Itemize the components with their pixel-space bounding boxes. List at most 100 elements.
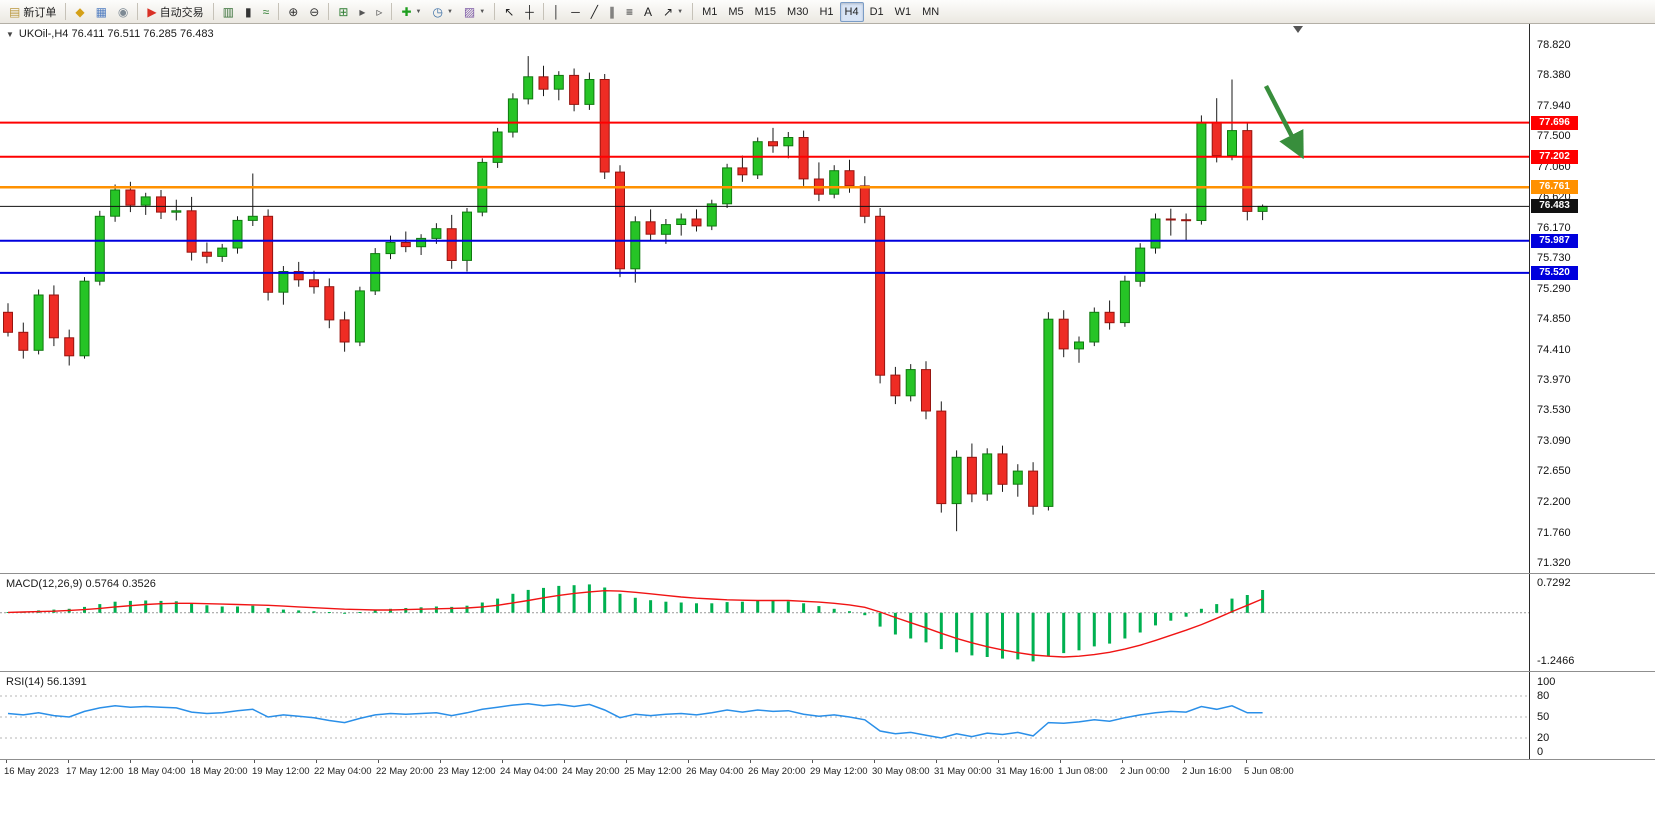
rsi-panel: RSI(14) 56.1391 100 80 50 20 0 (0, 671, 1655, 759)
chart-window-icon: ◆ (75, 4, 85, 19)
timeframe-m15-button[interactable]: M15 (750, 2, 781, 22)
price-scale-label: 71.760 (1537, 527, 1571, 539)
price-tag-76-761: 76.761 (1531, 180, 1578, 194)
cursor-icon: ↖ (504, 4, 515, 19)
dropdown-arrow-icon: ▼ (677, 8, 684, 15)
timeframe-m5-button[interactable]: M5 (723, 2, 748, 22)
time-tick (936, 760, 937, 763)
time-tick (440, 760, 441, 763)
price-tag-77-202: 77.202 (1531, 150, 1578, 164)
profiles-button[interactable]: ▦ (91, 2, 112, 22)
fibonacci-icon: ≡ (626, 4, 634, 19)
candlestick-icon: ▮ (244, 4, 252, 19)
bar-chart-button[interactable]: ▥ (218, 2, 239, 22)
data-window-icon: ◉ (117, 4, 129, 19)
new-order-button-label: 新订单 (23, 6, 57, 19)
indicators-button[interactable]: ✚ ▼ (396, 2, 426, 22)
time-axis[interactable]: 16 May 2023 17 May 12:00 18 May 04:00 18 Ma… (0, 759, 1655, 783)
trendline-button[interactable]: ╱ (586, 2, 603, 22)
toolbar-separator (212, 3, 214, 20)
trend-arrow-annotation[interactable] (1263, 84, 1304, 160)
new-order-button[interactable]: ▤ 新订单 (4, 2, 61, 22)
price-scale-label: 77.060 (1537, 161, 1571, 173)
macd-plot[interactable]: MACD(12,26,9) 0.5764 0.3526 (0, 574, 1529, 671)
price-scale-label: 74.850 (1537, 313, 1571, 325)
rsi-line (7, 702, 1263, 739)
periods-button[interactable]: ◷ ▼ (427, 2, 457, 22)
time-tick (688, 760, 689, 763)
data-window-button[interactable]: ◉ (113, 2, 133, 22)
candlestick-chart-button[interactable]: ▮ (240, 2, 257, 22)
time-tick (130, 760, 131, 763)
time-axis-label: 31 May 16:00 (996, 766, 1054, 777)
timeframe-m5-button-label: M5 (728, 5, 744, 18)
arrows-button[interactable]: ↗ ▼ (658, 2, 688, 22)
toolbar-separator (278, 3, 280, 20)
time-tick (502, 760, 503, 763)
text-button[interactable]: A (639, 2, 657, 22)
trendline-icon: ╱ (590, 4, 599, 19)
zoom-out-button[interactable]: ⊖ (304, 2, 324, 22)
time-axis-label: 30 May 08:00 (872, 766, 930, 777)
arrow-objects-icon: ↗ (663, 4, 674, 19)
dropdown-arrow-icon: ▼ (479, 8, 486, 15)
autotrading-button[interactable]: ▶ 自动交易 (142, 2, 208, 22)
cursor-button[interactable]: ↖ (499, 2, 519, 22)
channel-button[interactable]: ∥ (604, 2, 620, 22)
time-tick (564, 760, 565, 763)
zoom-in-button[interactable]: ⊕ (283, 2, 303, 22)
main-chart-plot[interactable]: ▼ UKOil-,H4 76.411 76.511 76.285 76.483 (0, 24, 1529, 573)
toolbar-separator (391, 3, 393, 20)
timeframe-d1-button[interactable]: D1 (865, 2, 889, 22)
toolbar-separator (328, 3, 330, 20)
crosshair-button[interactable]: ┼ (520, 2, 539, 22)
timeframe-w1-button[interactable]: W1 (890, 2, 917, 22)
macd-histogram-layer (6, 584, 1265, 662)
price-scale[interactable]: 78.820 78.380 77.940 77.500 77.060 76.620 76.1… (1529, 24, 1655, 573)
main-chart-panel: ▼ UKOil-,H4 76.411 76.511 76.285 76.483 7… (0, 24, 1655, 573)
zoom-out-icon: ⊖ (309, 4, 320, 19)
new-order-icon: ▤ (9, 4, 21, 19)
price-tag-76-483: 76.483 (1531, 199, 1578, 213)
candles-layer (3, 56, 1268, 532)
macd-scale: 0.7292 -1.2466 (1529, 574, 1655, 671)
price-scale-label: 72.650 (1537, 465, 1571, 477)
macd-panel: MACD(12,26,9) 0.5764 0.3526 0.7292 -1.246… (0, 573, 1655, 671)
time-axis-label: 16 May 2023 (4, 766, 59, 777)
text-icon: A (644, 4, 653, 19)
charts-button[interactable]: ◆ (70, 2, 89, 22)
rsi-scale-label: 50 (1537, 711, 1550, 723)
clock-icon: ◷ (432, 4, 443, 19)
vertical-line-button[interactable]: │ (548, 2, 566, 22)
indicators-plus-icon: ✚ (401, 4, 412, 19)
crosshair-icon: ┼ (525, 4, 534, 19)
auto-scroll-button[interactable]: ▸ (354, 2, 370, 22)
timeframe-h1-button[interactable]: H1 (814, 2, 838, 22)
timeframe-h4-button[interactable]: H4 (839, 1, 864, 22)
horizontal-line-button[interactable]: ─ (566, 2, 585, 22)
toolbar-separator (65, 3, 67, 20)
timeframe-w1-button-label: W1 (894, 5, 912, 18)
timeframe-m30-button[interactable]: M30 (782, 2, 813, 22)
chart-shift-button[interactable]: ▹ (371, 2, 387, 22)
templates-button[interactable]: ▨ ▼ (459, 2, 490, 22)
tile-windows-button[interactable]: ⊞ (333, 2, 353, 22)
time-tick (1184, 760, 1185, 763)
price-scale-label: 75.290 (1537, 283, 1571, 295)
time-tick (254, 760, 255, 763)
time-axis-label: 29 May 12:00 (810, 766, 868, 777)
timeframe-m1-button[interactable]: M1 (697, 2, 722, 22)
line-chart-icon: ≈ (262, 4, 270, 19)
chart-shift-marker[interactable] (1293, 26, 1303, 33)
rsi-scale: 100 80 50 20 0 (1529, 672, 1655, 759)
time-tick (812, 760, 813, 763)
line-chart-button[interactable]: ≈ (258, 2, 275, 22)
toolbar-separator (692, 3, 694, 20)
tile-windows-icon: ⊞ (338, 4, 349, 19)
time-tick (192, 760, 193, 763)
timeframe-mn-button[interactable]: MN (917, 2, 944, 22)
fibonacci-button[interactable]: ≡ (621, 2, 638, 22)
channel-icon: ∥ (609, 4, 616, 19)
timeframe-mn-button-label: MN (922, 5, 940, 18)
rsi-plot[interactable]: RSI(14) 56.1391 (0, 672, 1529, 759)
